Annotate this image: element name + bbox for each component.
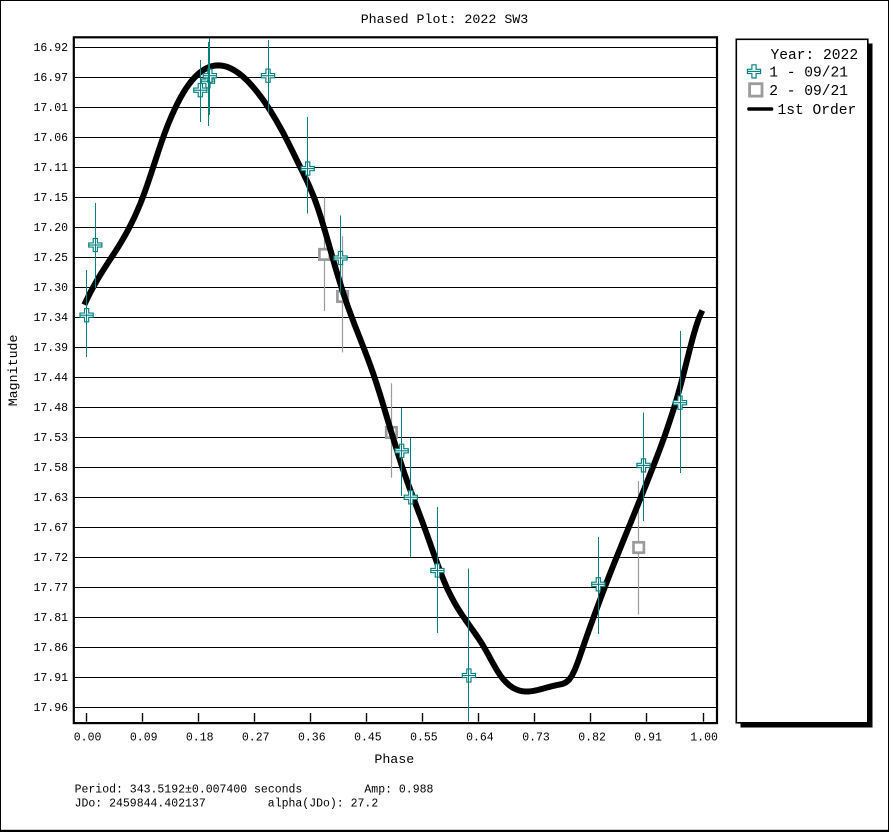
svg-text:17.77: 17.77 [33, 582, 68, 595]
svg-text:Year: 2022: Year: 2022 [771, 48, 859, 64]
svg-text:Magnitude: Magnitude [6, 334, 21, 406]
svg-text:Phased Plot: 2022 SW3: Phased Plot: 2022 SW3 [361, 12, 529, 27]
svg-text:17.11: 17.11 [33, 162, 68, 175]
svg-text:17.06: 17.06 [33, 132, 68, 145]
svg-text:1.00: 1.00 [690, 732, 718, 745]
svg-text:17.53: 17.53 [33, 432, 68, 445]
svg-text:JDo: 2459844.402137: JDo: 2459844.402137 [75, 797, 206, 810]
svg-text:17.81: 17.81 [33, 612, 68, 625]
svg-text:0.00: 0.00 [74, 732, 102, 745]
svg-text:0.55: 0.55 [410, 732, 438, 745]
svg-text:Phase: Phase [374, 752, 414, 767]
svg-text:17.20: 17.20 [33, 222, 68, 235]
svg-text:1 - 09/21: 1 - 09/21 [769, 66, 848, 82]
svg-text:17.72: 17.72 [33, 552, 68, 565]
svg-text:17.67: 17.67 [33, 522, 68, 535]
svg-text:17.96: 17.96 [33, 702, 68, 715]
svg-text:0.09: 0.09 [130, 732, 158, 745]
svg-text:17.25: 17.25 [33, 252, 68, 265]
svg-text:17.01: 17.01 [33, 102, 68, 115]
svg-text:0.73: 0.73 [522, 732, 550, 745]
svg-text:Amp: 0.988: Amp: 0.988 [364, 783, 433, 796]
svg-text:17.39: 17.39 [33, 342, 68, 355]
svg-text:0.91: 0.91 [634, 732, 662, 745]
svg-text:0.45: 0.45 [354, 732, 382, 745]
svg-text:1st Order: 1st Order [778, 103, 857, 119]
svg-text:Period: 343.5192±0.007400 seco: Period: 343.5192±0.007400 seconds [75, 783, 303, 796]
svg-text:17.58: 17.58 [33, 462, 68, 475]
svg-text:17.63: 17.63 [33, 492, 68, 505]
svg-text:16.92: 16.92 [33, 42, 68, 55]
svg-text:0.64: 0.64 [466, 732, 494, 745]
svg-text:2 - 09/21: 2 - 09/21 [769, 84, 848, 100]
svg-text:0.36: 0.36 [298, 732, 326, 745]
svg-text:0.18: 0.18 [186, 732, 214, 745]
svg-text:17.30: 17.30 [33, 282, 68, 295]
svg-text:alpha(JDo): 27.2: alpha(JDo): 27.2 [268, 797, 379, 810]
svg-text:17.48: 17.48 [33, 402, 68, 415]
svg-text:0.27: 0.27 [242, 732, 270, 745]
svg-text:17.91: 17.91 [33, 672, 68, 685]
svg-text:17.34: 17.34 [33, 312, 68, 325]
svg-text:17.15: 17.15 [33, 192, 68, 205]
svg-text:17.86: 17.86 [33, 642, 68, 655]
svg-text:16.97: 16.97 [33, 72, 68, 85]
svg-text:0.82: 0.82 [578, 732, 606, 745]
svg-text:17.44: 17.44 [33, 372, 68, 385]
